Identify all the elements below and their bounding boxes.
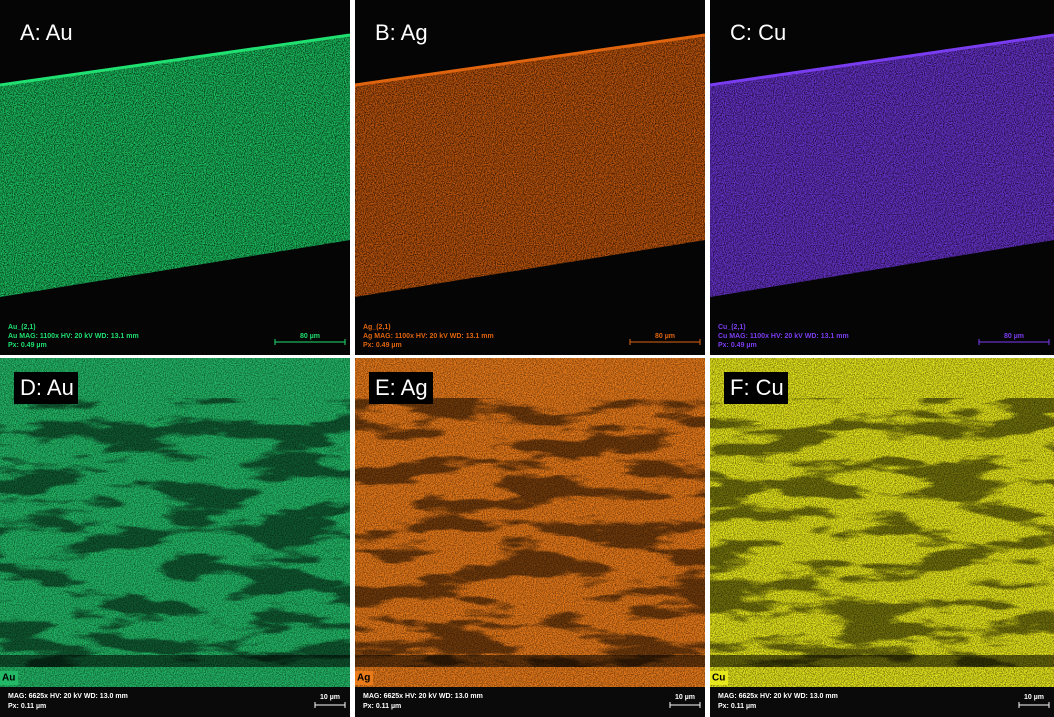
panel-label: D: Au — [20, 375, 74, 400]
element-tag: Cu — [712, 673, 725, 684]
map-name: Ag_(2,1) — [363, 324, 391, 331]
panel-label: A: Au — [20, 20, 73, 45]
panel: F: Cu Cu MAG: 6625x HV: 20 kV WD: 13.0 mm P… — [710, 358, 1054, 717]
grain — [710, 358, 1054, 687]
panel-label: C: Cu — [730, 20, 786, 45]
footer-bg — [355, 687, 705, 717]
scale-label: 10 µm — [675, 694, 695, 701]
scale-label: 80 µm — [655, 333, 675, 340]
pixel-size: Px: 0.49 µm — [718, 342, 757, 349]
panel: A: Au Au_(2,1) Au MAG: 1100x HV: 20 kV WD:… — [0, 0, 350, 355]
scale-label: 10 µm — [1024, 694, 1044, 701]
dark-band — [0, 655, 350, 667]
pixel-size: Px: 0.11 µm — [718, 703, 756, 710]
panel: D: Au Au MAG: 6625x HV: 20 kV WD: 13.0 mm P… — [0, 358, 350, 717]
dark-band — [355, 655, 705, 667]
panel: B: Ag Ag_(2,1) Ag MAG: 1100x HV: 20 kV WD:… — [355, 0, 705, 355]
map-info: MAG: 6625x HV: 20 kV WD: 13.0 mm — [718, 693, 838, 700]
map-info: Cu MAG: 1100x HV: 20 kV WD: 13.1 mm — [718, 333, 849, 340]
panel-label: E: Ag — [375, 375, 428, 400]
panel-label: F: Cu — [730, 375, 784, 400]
panel-label: B: Ag — [375, 20, 428, 45]
map-info: Au MAG: 1100x HV: 20 kV WD: 13.1 mm — [8, 333, 139, 340]
footer-bg — [0, 687, 350, 717]
pixel-size: Px: 0.49 µm — [8, 342, 47, 349]
dark-band — [710, 655, 1054, 667]
pixel-size: Px: 0.11 µm — [8, 703, 46, 710]
pixel-size: Px: 0.49 µm — [363, 342, 402, 349]
map-info: Ag MAG: 1100x HV: 20 kV WD: 13.1 mm — [363, 333, 494, 340]
figure: A: Au Au_(2,1) Au MAG: 1100x HV: 20 kV WD:… — [0, 0, 1054, 717]
scale-label: 80 µm — [1004, 333, 1024, 340]
map-name: Au_(2,1) — [8, 324, 36, 331]
grain — [355, 358, 705, 687]
map-info: MAG: 6625x HV: 20 kV WD: 13.0 mm — [8, 693, 128, 700]
pixel-size: Px: 0.11 µm — [363, 703, 401, 710]
map-name: Cu_(2,1) — [718, 324, 746, 331]
scale-label: 80 µm — [300, 333, 320, 340]
element-tag: Ag — [357, 673, 370, 684]
scale-label: 10 µm — [320, 694, 340, 701]
grain — [0, 358, 350, 687]
footer-bg — [710, 687, 1054, 717]
map-info: MAG: 6625x HV: 20 kV WD: 13.0 mm — [363, 693, 483, 700]
element-tag: Au — [2, 673, 15, 684]
panel: E: Ag Ag MAG: 6625x HV: 20 kV WD: 13.0 mm P… — [355, 358, 705, 717]
panel: C: Cu Cu_(2,1) Cu MAG: 1100x HV: 20 kV WD:… — [710, 0, 1054, 355]
